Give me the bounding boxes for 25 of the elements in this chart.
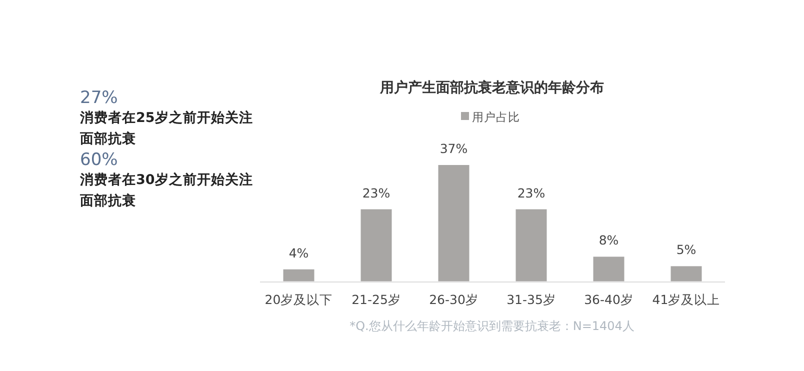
data-label: 4% bbox=[288, 245, 309, 260]
chart-title: 用户产生面部抗衰老意识的年龄分布 bbox=[379, 79, 604, 96]
data-label: 5% bbox=[676, 242, 696, 258]
bar bbox=[670, 266, 702, 282]
x-tick-label: 36-40岁 bbox=[584, 292, 634, 307]
data-label: 23% bbox=[517, 185, 546, 200]
legend-label: 用户占比 bbox=[472, 110, 520, 124]
text: 消费者在25岁之前开始关注面部抗衰 bbox=[80, 109, 254, 149]
bar bbox=[360, 209, 392, 282]
x-tick-label: 41岁及以上 bbox=[652, 292, 720, 307]
data-label: 23% bbox=[362, 185, 390, 200]
text: 27% bbox=[80, 88, 119, 108]
bar bbox=[283, 269, 314, 282]
data-label: 8% bbox=[598, 232, 619, 248]
x-tick-label: 26-30岁 bbox=[429, 292, 478, 307]
bar bbox=[593, 256, 624, 282]
x-tick-label: 20岁及以下 bbox=[264, 292, 333, 307]
data-label: 37% bbox=[440, 141, 468, 156]
text: 消费者在30岁之前开始关注面部抗衰 bbox=[80, 171, 254, 211]
x-tick-label: 21-25岁 bbox=[352, 292, 401, 307]
text: *Q.您从什么年龄开始意识到需要抗衰老：N=1404人 bbox=[350, 319, 634, 333]
bar bbox=[516, 209, 547, 282]
x-tick-label: 31-35岁 bbox=[506, 292, 556, 307]
text: 60% bbox=[80, 150, 119, 170]
bar bbox=[438, 165, 470, 282]
